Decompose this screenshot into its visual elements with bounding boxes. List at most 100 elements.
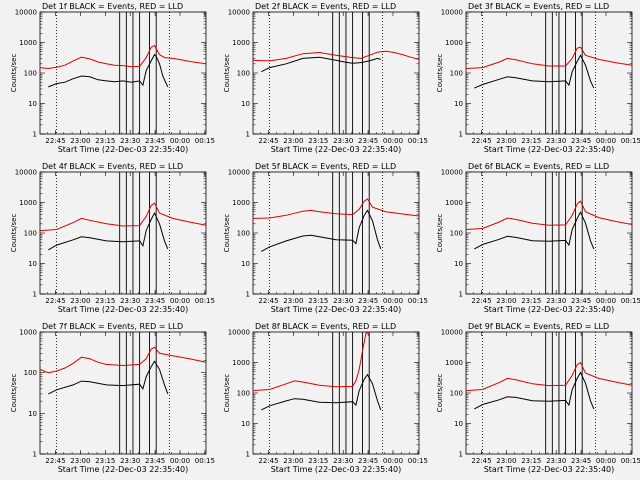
x-tick-label: 23:15 <box>308 137 328 145</box>
y-tick-label: 100 <box>237 390 250 398</box>
y-tick-label: 1000 <box>19 39 37 47</box>
x-tick-label: 23:45 <box>145 457 165 465</box>
series-line-lld-red <box>465 361 633 392</box>
x-axis-label: Start Time (22-Dec-03 22:35:40) <box>58 145 189 154</box>
y-axis-label: Counts/sec <box>436 374 444 413</box>
series-line-lld-red <box>39 202 207 232</box>
x-tick-label: 00:00 <box>596 297 616 305</box>
x-tick-label: 00:15 <box>621 297 640 305</box>
y-tick-label: 1 <box>33 291 37 299</box>
x-tick-label: 23:30 <box>333 457 353 465</box>
x-tick-label: 23:45 <box>145 137 165 145</box>
chart-panel-1: Det 1f BLACK = Events, RED = LLD 1 10 100 10… <box>10 2 215 154</box>
y-tick-label: 100 <box>237 70 250 78</box>
chart-panel-4: Det 4f BLACK = Events, RED = LLD 1 10 100 10… <box>10 162 215 314</box>
y-tick-label: 1000 <box>445 199 463 207</box>
x-tick-label: 00:15 <box>195 297 215 305</box>
y-axis-label: Counts/sec <box>10 54 18 93</box>
x-tick-label: 23:45 <box>358 297 378 305</box>
x-axis-label: Start Time (22-Dec-03 22:35:40) <box>484 145 615 154</box>
x-tick-label: 00:15 <box>621 137 640 145</box>
y-tick-label: 10000 <box>15 9 37 17</box>
x-tick-label: 23:00 <box>496 137 516 145</box>
x-tick-label: 22:45 <box>45 457 65 465</box>
series-line-events-black <box>261 373 382 411</box>
y-tick-label: 1000 <box>19 199 37 207</box>
panel-title: Det 1f BLACK = Events, RED = LLD <box>42 2 183 11</box>
series-line-events-black <box>261 56 381 73</box>
x-tick-label: 23:00 <box>70 297 90 305</box>
plot-frame <box>252 171 420 295</box>
y-tick-label: 10 <box>454 100 463 108</box>
panel-title: Det 5f BLACK = Events, RED = LLD <box>255 162 396 171</box>
x-tick-label: 22:45 <box>258 457 278 465</box>
x-axis-label: Start Time (22-Dec-03 22:35:40) <box>271 145 402 154</box>
panel-title: Det 6f BLACK = Events, RED = LLD <box>468 162 609 171</box>
x-tick-label: 00:00 <box>383 297 403 305</box>
y-axis-label: Counts/sec <box>223 374 231 413</box>
y-tick-label: 10000 <box>228 329 250 337</box>
series-line-lld-red <box>39 44 207 70</box>
x-tick-label: 23:30 <box>333 297 353 305</box>
series-line-events-black <box>48 211 169 251</box>
y-tick-label: 1 <box>459 291 463 299</box>
x-tick-label: 23:15 <box>95 297 115 305</box>
x-tick-label: 23:00 <box>283 457 303 465</box>
y-tick-label: 1 <box>33 451 37 459</box>
chart-panel-8: Det 8f BLACK = Events, RED = LLD 1 10 100 10… <box>223 322 428 474</box>
y-tick-label: 1 <box>459 451 463 459</box>
x-tick-label: 23:30 <box>120 137 140 145</box>
y-tick-label: 1000 <box>445 39 463 47</box>
series-line-lld-red <box>465 46 633 69</box>
x-tick-label: 00:15 <box>408 137 428 145</box>
y-tick-label: 10 <box>454 260 463 268</box>
y-tick-label: 10 <box>28 410 37 418</box>
y-tick-label: 10000 <box>228 9 250 17</box>
x-tick-label: 23:00 <box>283 137 303 145</box>
chart-panel-7: Det 7f BLACK = Events, RED = LLD 1 10 100 10… <box>10 322 215 474</box>
y-tick-label: 1000 <box>232 199 250 207</box>
x-tick-label: 23:15 <box>521 297 541 305</box>
panel-title: Det 3f BLACK = Events, RED = LLD <box>468 2 609 11</box>
panel-title: Det 4f BLACK = Events, RED = LLD <box>42 162 183 171</box>
panel-title: Det 9f BLACK = Events, RED = LLD <box>468 322 609 331</box>
chart-panel-9: Det 9f BLACK = Events, RED = LLD 1 10 100 10… <box>436 322 640 474</box>
plot-frame <box>252 331 420 455</box>
y-tick-label: 10 <box>241 420 250 428</box>
x-tick-label: 23:00 <box>496 457 516 465</box>
y-axis-label: Counts/sec <box>436 54 444 93</box>
x-tick-label: 00:00 <box>383 137 403 145</box>
x-axis-label: Start Time (22-Dec-03 22:35:40) <box>58 465 189 474</box>
x-tick-label: 23:30 <box>546 137 566 145</box>
x-tick-label: 23:45 <box>571 137 591 145</box>
x-tick-label: 22:45 <box>258 137 278 145</box>
x-tick-label: 23:15 <box>521 137 541 145</box>
y-tick-label: 1000 <box>445 359 463 367</box>
y-tick-label: 10 <box>454 420 463 428</box>
y-tick-label: 1 <box>246 451 250 459</box>
chart-panel-6: Det 6f BLACK = Events, RED = LLD 1 10 100 10… <box>436 162 640 314</box>
panel-title: Det 2f BLACK = Events, RED = LLD <box>255 2 396 11</box>
x-tick-label: 23:00 <box>70 137 90 145</box>
x-tick-label: 22:45 <box>45 297 65 305</box>
series-line-lld-red <box>252 198 420 219</box>
plot-frame <box>465 171 633 295</box>
x-tick-label: 23:15 <box>308 297 328 305</box>
y-axis-label: Counts/sec <box>223 214 231 253</box>
plot-frame <box>252 11 420 135</box>
x-tick-label: 23:15 <box>95 457 115 465</box>
series-line-lld-red <box>39 346 207 374</box>
series-line-events-black <box>474 371 595 410</box>
y-tick-label: 10000 <box>15 169 37 177</box>
x-tick-label: 22:45 <box>471 137 491 145</box>
y-tick-label: 1000 <box>232 359 250 367</box>
y-tick-label: 100 <box>24 70 37 78</box>
x-tick-label: 00:00 <box>383 457 403 465</box>
series-line-events-black <box>48 53 169 88</box>
series-line-events-black <box>474 54 595 89</box>
y-tick-label: 100 <box>24 369 37 377</box>
x-tick-label: 22:45 <box>471 297 491 305</box>
x-tick-label: 22:45 <box>45 137 65 145</box>
x-tick-label: 23:00 <box>283 297 303 305</box>
